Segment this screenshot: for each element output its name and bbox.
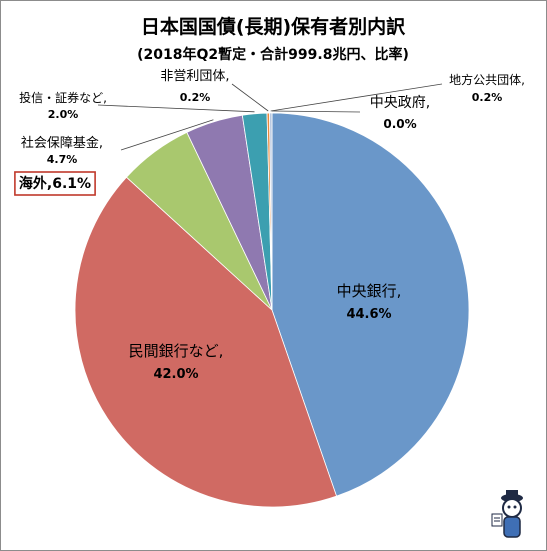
slice-name-非営利団体: 非営利団体,	[160, 69, 229, 84]
leader-line-社会保障基金	[120, 119, 214, 151]
pie-slice-1	[74, 176, 338, 508]
chart-title: 日本国国債(長期)保有者別内訳	[141, 15, 406, 38]
leader-line-非営利団体	[231, 83, 269, 112]
slice-percent-海外: 6.1%	[52, 176, 91, 192]
slice-name-地方公共団体: 地方公共団体,	[449, 72, 525, 87]
slice-name-海外: 海外,	[19, 175, 52, 192]
slice-label-海外: 海外,6.1%	[19, 175, 91, 192]
slice-percent-民間銀行など: 42.0%	[153, 367, 198, 382]
slice-name-中央政府: 中央政府,	[370, 95, 430, 111]
slice-name-投信証券など: 投信・証券など,	[19, 90, 107, 105]
slice-percent-非営利団体: 0.2%	[180, 91, 211, 104]
slice-percent-中央政府: 0.0%	[383, 117, 416, 131]
pie-slices	[74, 112, 470, 508]
slice-percent-中央銀行: 44.6%	[346, 307, 391, 322]
leader-line-地方公共団体	[270, 83, 443, 112]
slice-name-社会保障基金: 社会保障基金,	[21, 135, 103, 151]
leader-line-投信証券など	[97, 104, 255, 113]
highlight-box	[14, 171, 96, 196]
slice-percent-地方公共団体: 0.2%	[472, 91, 503, 104]
leader-lines	[97, 83, 443, 151]
leader-line-中央政府	[271, 110, 361, 113]
pie-slice-0	[271, 112, 470, 497]
pie-slice-6	[269, 112, 273, 311]
slice-name-民間銀行など: 民間銀行など,	[129, 342, 224, 360]
slice-percent-投信証券など: 2.0%	[48, 108, 79, 121]
chart-subtitle: (2018年Q2暫定・合計999.8兆円、比率)	[137, 46, 409, 63]
slice-percent-社会保障基金: 4.7%	[47, 153, 78, 166]
mascot-logo	[491, 490, 523, 538]
slice-name-中央銀行: 中央銀行,	[337, 282, 402, 300]
slice-labels: 中央銀行, 44.6% 民間銀行など, 42.0% 海外,6.1% 社会保障基金, 4.7%…	[14, 69, 525, 382]
